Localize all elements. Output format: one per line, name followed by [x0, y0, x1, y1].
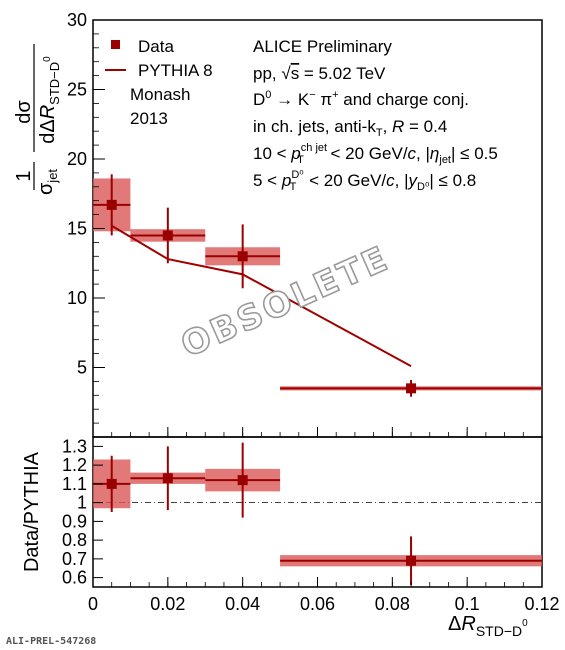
x-tick-label-2: 0.04: [225, 594, 260, 614]
x-tick-label-0: 0: [88, 594, 98, 614]
top-y-tick-label-4: 25: [67, 80, 87, 100]
annotation-jet-pt: 10 < pch jet T < 20 GeV/c, |ηjet| ≤ 0.5: [253, 142, 498, 166]
ratio-y-axis-title: Data/PYTHIA: [21, 451, 43, 572]
annotation-jets: in ch. jets, anti-kT, R = 0.4: [253, 117, 447, 139]
ratio-y-tick-label-1: 0.7: [62, 549, 87, 569]
pythia-curve: [111, 224, 412, 367]
legend-data-marker: [111, 40, 120, 49]
x-tick-label-3: 0.06: [300, 594, 335, 614]
data-point-2: [237, 251, 248, 262]
legend: Data PYTHIA 8 Monash 2013: [105, 37, 213, 128]
top-y-axis-title: 1 σjet dσ dΔRSTD−D0: [13, 44, 62, 195]
top-y-tick-label-2: 15: [67, 219, 87, 239]
annotation-alice-preliminary: ALICE Preliminary: [253, 37, 392, 56]
data-point-0: [106, 199, 117, 210]
legend-label-data: Data: [138, 37, 174, 56]
data-point-3: [406, 383, 417, 394]
ratio-y-tick-label-3: 0.9: [62, 511, 87, 531]
x-tick-label-4: 0.08: [375, 594, 410, 614]
ratio-y-title-text: Data/PYTHIA: [21, 451, 43, 572]
ratio-y-tick-label-4: 1: [77, 493, 87, 513]
legend-label-monash: Monash: [130, 85, 190, 104]
y-title-fraction-1: 1: [13, 170, 35, 181]
y-title-sigma-jet: σjet: [35, 169, 60, 195]
annotation-d0-pt: 5 < pD⁰ T < 20 GeV/c, |yD⁰| ≤ 0.8: [253, 169, 476, 193]
preliminary-id-label: ALI-PREL-547268: [6, 636, 96, 647]
data-point-1: [162, 230, 173, 241]
annotation-energy: pp, √s = 5.02 TeV: [253, 64, 386, 83]
legend-label-year: 2013: [130, 109, 168, 128]
annotation-block: ALICE Preliminary pp, √s = 5.02 TeV D0 →…: [253, 37, 498, 193]
x-tick-label-5: 0.1: [455, 594, 480, 614]
x-tick-label-6: 0.12: [524, 594, 559, 614]
ratio-point-0: [106, 478, 117, 489]
y-title-d-delta-r: dΔRSTD−D0: [37, 56, 62, 144]
ratio-y-tick-label-5: 1.1: [62, 474, 87, 494]
ratio-y-tick-label-7: 1.3: [62, 436, 87, 456]
ratio-point-2: [237, 475, 248, 486]
x-title-text: ΔRSTD−D0: [448, 613, 528, 639]
x-axis-title: ΔRSTD−D0: [448, 613, 528, 639]
annotation-decay: D0 → K− π+ and charge conj.: [253, 89, 469, 109]
ratio-point-3: [406, 555, 417, 566]
x-tick-label-1: 0.02: [150, 594, 185, 614]
ratio-y-tick-label-6: 1.2: [62, 455, 87, 475]
ratio-y-tick-label-2: 0.8: [62, 530, 87, 550]
y-title-d-sigma: dσ: [13, 100, 35, 124]
ratio-y-tick-label-0: 0.6: [62, 568, 87, 588]
legend-label-pythia: PYTHIA 8: [138, 61, 213, 80]
top-y-tick-label-5: 30: [67, 10, 87, 30]
ratio-point-1: [162, 473, 173, 484]
top-y-tick-label-0: 5: [77, 358, 87, 378]
top-y-tick-label-3: 20: [67, 149, 87, 169]
top-y-tick-label-1: 10: [67, 288, 87, 308]
